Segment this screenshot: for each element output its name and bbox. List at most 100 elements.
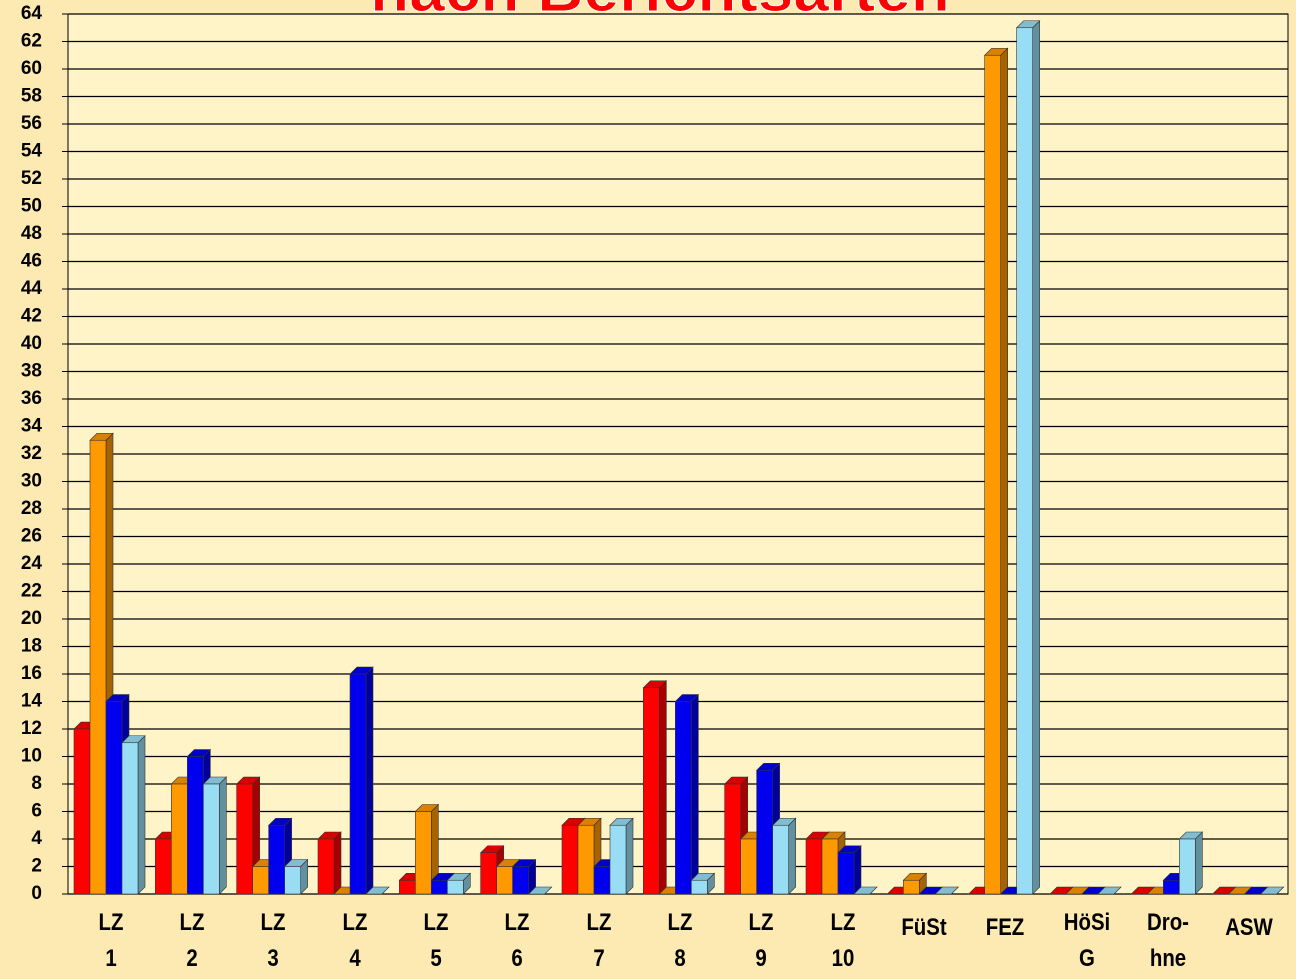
bar (691, 879, 708, 895)
x-tick-label: Dro- hne (1147, 909, 1189, 972)
bar (496, 866, 513, 895)
bar (675, 701, 692, 895)
bar-top (853, 886, 878, 895)
bar (399, 879, 416, 895)
x-tick-label: LZ 3 (260, 909, 286, 972)
bar-side (1000, 47, 1008, 895)
y-tick-label: 34 (21, 416, 43, 437)
y-tick-label: 16 (21, 663, 42, 684)
bar (187, 756, 204, 895)
x-tick-label: LZ 2 (179, 909, 205, 972)
y-tick-label: 58 (21, 86, 42, 107)
y-tick-label: 46 (21, 251, 42, 272)
bar-top (365, 886, 390, 895)
bar-top (1259, 886, 1285, 895)
bar (121, 742, 139, 895)
bar (415, 811, 432, 895)
y-tick-label: 2 (31, 856, 42, 877)
x-tick-label: FüSt (901, 914, 947, 941)
bar (837, 852, 855, 895)
bar (561, 824, 579, 895)
y-tick-label: 6 (31, 801, 42, 822)
y-tick-label: 26 (21, 526, 42, 547)
bar-side (625, 817, 634, 895)
y-tick-label: 56 (21, 113, 42, 134)
x-tick-label: ASW (1225, 914, 1274, 941)
bar (805, 838, 823, 895)
bar (89, 439, 107, 895)
bar-side (219, 776, 227, 895)
y-tick-label: 50 (21, 196, 42, 217)
bar-side (333, 831, 342, 895)
bar (480, 852, 497, 895)
bar (1016, 27, 1033, 895)
bar (593, 866, 611, 895)
x-tick-label: LZ 1 (98, 909, 124, 972)
x-tick-label: LZ 7 (586, 909, 612, 972)
y-tick-label: 62 (21, 31, 42, 52)
bar-top (1097, 886, 1122, 895)
y-tick-label: 44 (21, 278, 43, 299)
bar-side (1032, 20, 1040, 895)
bar (317, 838, 335, 895)
y-tick-label: 54 (21, 141, 43, 162)
y-tick-label: 14 (21, 691, 43, 712)
bar (155, 838, 172, 895)
bar (821, 838, 839, 895)
bar-top (934, 886, 960, 895)
y-tick-label: 36 (21, 388, 42, 409)
x-tick-label: LZ 9 (748, 909, 774, 972)
bar (903, 879, 920, 895)
y-tick-label: 4 (31, 828, 42, 849)
bar (577, 824, 595, 895)
y-tick-label: 30 (21, 471, 42, 492)
bar (236, 783, 253, 895)
bar-side (365, 666, 374, 895)
y-tick-label: 20 (21, 608, 42, 629)
bar (643, 687, 660, 895)
y-tick-label: 22 (21, 581, 42, 602)
bar (73, 728, 91, 895)
y-tick-label: 42 (21, 306, 42, 327)
bar (512, 866, 529, 895)
x-tick-label: LZ 8 (667, 909, 693, 972)
y-tick-label: 24 (21, 553, 43, 574)
y-tick-label: 64 (21, 3, 43, 24)
y-tick-label: 18 (21, 636, 42, 657)
bar (203, 783, 220, 895)
x-tick-label: LZ 10 (830, 909, 856, 972)
bar-side (853, 845, 862, 895)
y-tick-label: 28 (21, 498, 42, 519)
y-tick-label: 52 (21, 168, 42, 189)
bar (724, 783, 741, 895)
bar-side (659, 680, 667, 895)
x-tick-label: HöSi G (1063, 909, 1110, 972)
x-tick-label: LZ 6 (504, 909, 530, 972)
y-tick-label: 48 (21, 223, 42, 244)
bar (984, 54, 1001, 895)
bar-side (1195, 831, 1203, 895)
bar (349, 673, 367, 895)
bar (609, 824, 627, 895)
y-tick-label: 32 (21, 443, 42, 464)
y-tick-label: 12 (21, 718, 42, 739)
bar (756, 769, 773, 895)
bar-side (788, 817, 796, 895)
bar (268, 824, 285, 895)
y-tick-label: 8 (31, 773, 42, 794)
bar-top (527, 886, 553, 895)
bar (284, 866, 301, 895)
bar (171, 783, 188, 895)
y-tick-label: 38 (21, 361, 42, 382)
bar (252, 866, 269, 895)
y-tick-label: 10 (21, 746, 42, 767)
bar (772, 824, 789, 895)
y-tick-label: 0 (31, 883, 42, 904)
bar-side (691, 693, 699, 895)
x-tick-label: FEZ (986, 914, 1025, 941)
x-tick-label: LZ 5 (423, 909, 449, 972)
bar (1163, 879, 1180, 895)
bar (447, 879, 464, 895)
bar (1179, 838, 1196, 895)
